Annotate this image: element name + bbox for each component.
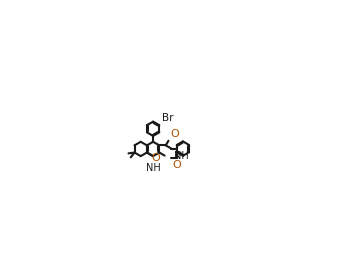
Text: O: O — [170, 129, 179, 139]
Text: Br: Br — [162, 113, 174, 123]
Text: O: O — [173, 160, 181, 170]
Text: NH: NH — [146, 163, 160, 173]
Text: O: O — [151, 153, 160, 163]
Text: NH: NH — [174, 151, 189, 161]
